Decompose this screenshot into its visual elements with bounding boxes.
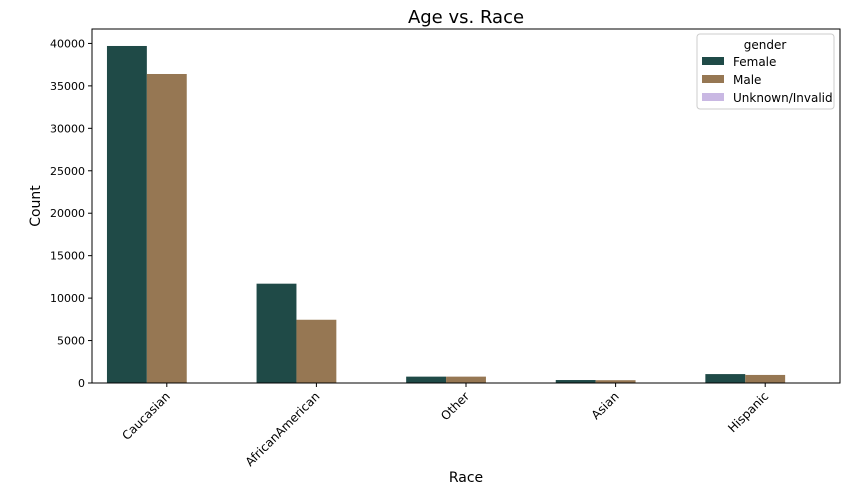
bar (296, 319, 337, 383)
y-tick-label: 25000 (50, 165, 85, 178)
legend-title: gender (744, 38, 787, 52)
legend-swatch (702, 93, 724, 101)
bar (595, 380, 636, 383)
legend-swatch (702, 57, 724, 65)
legend-swatch (702, 75, 724, 83)
y-tick-label: 35000 (50, 80, 85, 93)
bar (256, 283, 297, 383)
plot-frame (91, 28, 841, 384)
y-tick-label: 5000 (57, 335, 85, 348)
y-tick-label: 15000 (50, 250, 85, 263)
bar (106, 45, 147, 383)
x-tick-label: Asian (589, 389, 622, 422)
legend-items: Female Male Unknown/Invalid (702, 55, 833, 105)
y-axis-ticks: 0 5000 10000 15000 20000 25000 30000 35000 40000 (50, 37, 92, 390)
legend: gender Female Male Unknown/Invalid (696, 33, 835, 110)
y-tick-label: 40000 (50, 37, 85, 50)
y-tick-label: 30000 (50, 122, 85, 135)
y-tick-label: 10000 (50, 292, 85, 305)
chart-title: Age vs. Race (408, 7, 524, 28)
bar (705, 374, 746, 383)
y-tick-label: 20000 (50, 207, 85, 220)
x-tick-label: Caucasian (119, 389, 173, 443)
y-axis-label: Count (28, 185, 44, 227)
bar (446, 376, 486, 383)
legend-label: Unknown/Invalid (733, 91, 833, 105)
bar (555, 380, 596, 383)
legend-label: Female (733, 55, 776, 69)
bars (106, 45, 786, 384)
x-tick-label: AfricanAmerican (243, 389, 323, 469)
legend-label: Male (733, 73, 761, 87)
x-axis-ticks: Caucasian AfricanAmerican Other Asian Hispan… (119, 383, 771, 469)
bar (146, 73, 187, 384)
bar (745, 374, 786, 383)
x-axis-label: Race (449, 470, 483, 486)
x-tick-label: Hispanic (725, 389, 771, 435)
y-tick-label: 0 (78, 377, 85, 390)
x-tick-label: Other (438, 389, 472, 423)
legend-box (696, 33, 835, 110)
bar (406, 376, 447, 383)
